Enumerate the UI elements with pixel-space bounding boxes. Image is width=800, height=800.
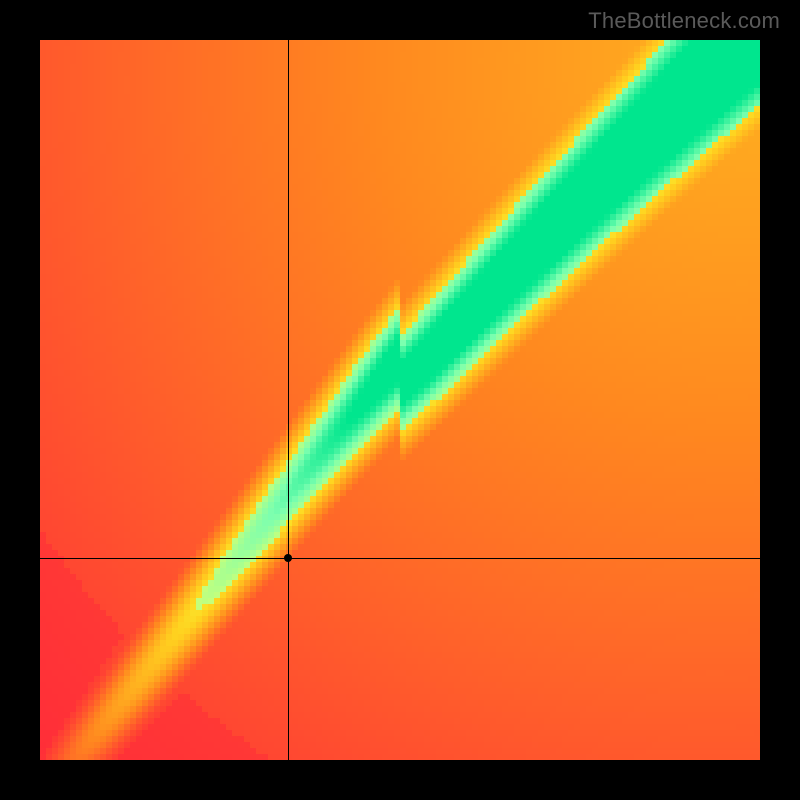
- crosshair-vertical: [288, 40, 289, 760]
- watermark-text: TheBottleneck.com: [588, 8, 780, 34]
- chart-container: TheBottleneck.com: [0, 0, 800, 800]
- marker-dot: [284, 554, 292, 562]
- plot-area: [40, 40, 760, 760]
- crosshair-horizontal: [40, 558, 760, 559]
- heatmap-canvas: [40, 40, 760, 760]
